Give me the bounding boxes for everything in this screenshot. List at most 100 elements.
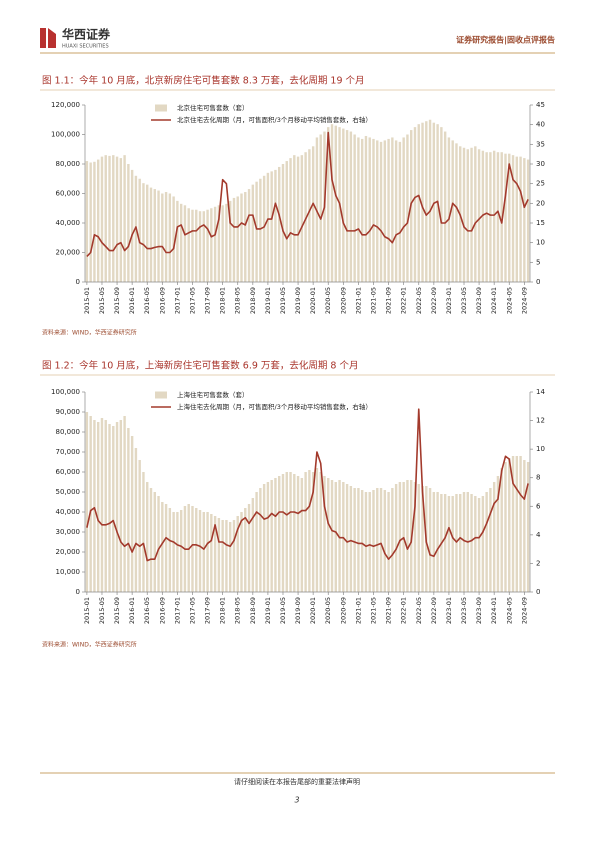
bar (274, 478, 277, 592)
y2-tick-label: 35 (536, 140, 545, 148)
bar (481, 150, 485, 282)
bar (198, 510, 202, 592)
bar (500, 468, 503, 592)
bar (304, 152, 307, 282)
bar (240, 193, 243, 282)
bar (85, 161, 89, 282)
bar (470, 494, 473, 592)
source-note: 资料来源：WIND，华西证券研究所 (42, 641, 137, 649)
bar (402, 137, 405, 282)
bar (191, 209, 194, 282)
x-tick-label: 2018-05 (234, 287, 242, 314)
bar (485, 152, 488, 282)
x-tick-label: 2017-09 (204, 597, 212, 624)
y2-tick-label: 30 (536, 160, 545, 168)
bar (526, 462, 530, 592)
bar (372, 138, 375, 282)
bar (262, 175, 266, 282)
x-tick-label: 2022-09 (430, 597, 438, 624)
x-tick-label: 2016-05 (143, 597, 151, 624)
bar (451, 140, 454, 282)
x-tick-label: 2021-01 (354, 287, 362, 314)
bar (394, 484, 398, 592)
x-tick-label: 2015-01 (83, 287, 91, 314)
bar (191, 506, 194, 592)
bar (338, 480, 341, 592)
x-tick-label: 2021-09 (385, 287, 393, 314)
bar (413, 127, 417, 282)
bar (421, 486, 424, 592)
bar (289, 158, 292, 282)
y2-tick-label: 5 (536, 258, 540, 266)
bar (176, 512, 179, 592)
bar (104, 420, 107, 592)
bar (391, 488, 394, 592)
x-tick-label: 2017-01 (173, 597, 181, 624)
y-tick-label: 60,000 (56, 190, 81, 198)
bar (210, 514, 213, 592)
legend-label: 北京住宅可售套数（套） (177, 103, 249, 112)
bar (244, 508, 247, 592)
bar (195, 508, 198, 592)
bar (296, 476, 300, 592)
bar (391, 137, 394, 282)
bar (221, 205, 224, 282)
bar (500, 152, 503, 282)
x-tick-label: 2023-09 (475, 287, 483, 314)
bar (504, 462, 507, 592)
bar (134, 448, 138, 592)
bar (176, 200, 179, 282)
bar (353, 488, 356, 592)
y-tick-label: 20,000 (56, 249, 81, 257)
y2-tick-label: 10 (536, 239, 545, 247)
x-tick-label: 2019-05 (279, 287, 287, 314)
bar (149, 187, 153, 282)
bar (440, 127, 443, 282)
x-tick-label: 2024-05 (505, 287, 513, 314)
legend-label: 上海住宅去化周期（月，可售面积/3个月移动平均销售套数，右轴） (177, 402, 372, 411)
x-tick-label: 2021-05 (370, 287, 378, 314)
bar (153, 189, 156, 282)
bar (164, 504, 168, 592)
bar (523, 460, 526, 592)
bar (474, 496, 477, 592)
bar (345, 130, 349, 282)
bar (293, 155, 296, 282)
bar (168, 508, 172, 592)
y-tick-label: 40,000 (56, 508, 81, 516)
x-tick-label: 2024-05 (505, 597, 513, 624)
bar (179, 203, 183, 282)
bar (428, 488, 432, 592)
bar (353, 134, 356, 282)
bar (300, 155, 304, 282)
y2-tick-label: 20 (536, 199, 545, 207)
bar (225, 203, 228, 282)
bar (266, 482, 270, 592)
bar (179, 510, 183, 592)
bar (210, 208, 213, 282)
y2-tick-label: 10 (536, 445, 545, 453)
bar (364, 135, 368, 282)
x-tick-label: 2018-01 (219, 287, 227, 314)
bar (85, 412, 89, 592)
bar (485, 492, 488, 592)
bar (146, 184, 149, 282)
y2-tick-label: 25 (536, 180, 545, 188)
bar (360, 490, 364, 592)
bar (161, 502, 164, 592)
bar (523, 158, 526, 282)
bar (308, 470, 311, 592)
x-tick-label: 2015-09 (113, 287, 121, 314)
bar (466, 149, 469, 282)
bar (93, 420, 96, 592)
bar (425, 121, 428, 282)
x-tick-label: 2019-09 (294, 287, 302, 314)
bar (376, 140, 379, 282)
bar (146, 482, 149, 592)
x-tick-label: 2024-01 (490, 287, 498, 314)
y2-tick-label: 40 (536, 121, 545, 129)
bar (364, 492, 368, 592)
x-tick-label: 2016-05 (143, 287, 151, 314)
bar (376, 488, 379, 592)
bar (157, 496, 160, 592)
